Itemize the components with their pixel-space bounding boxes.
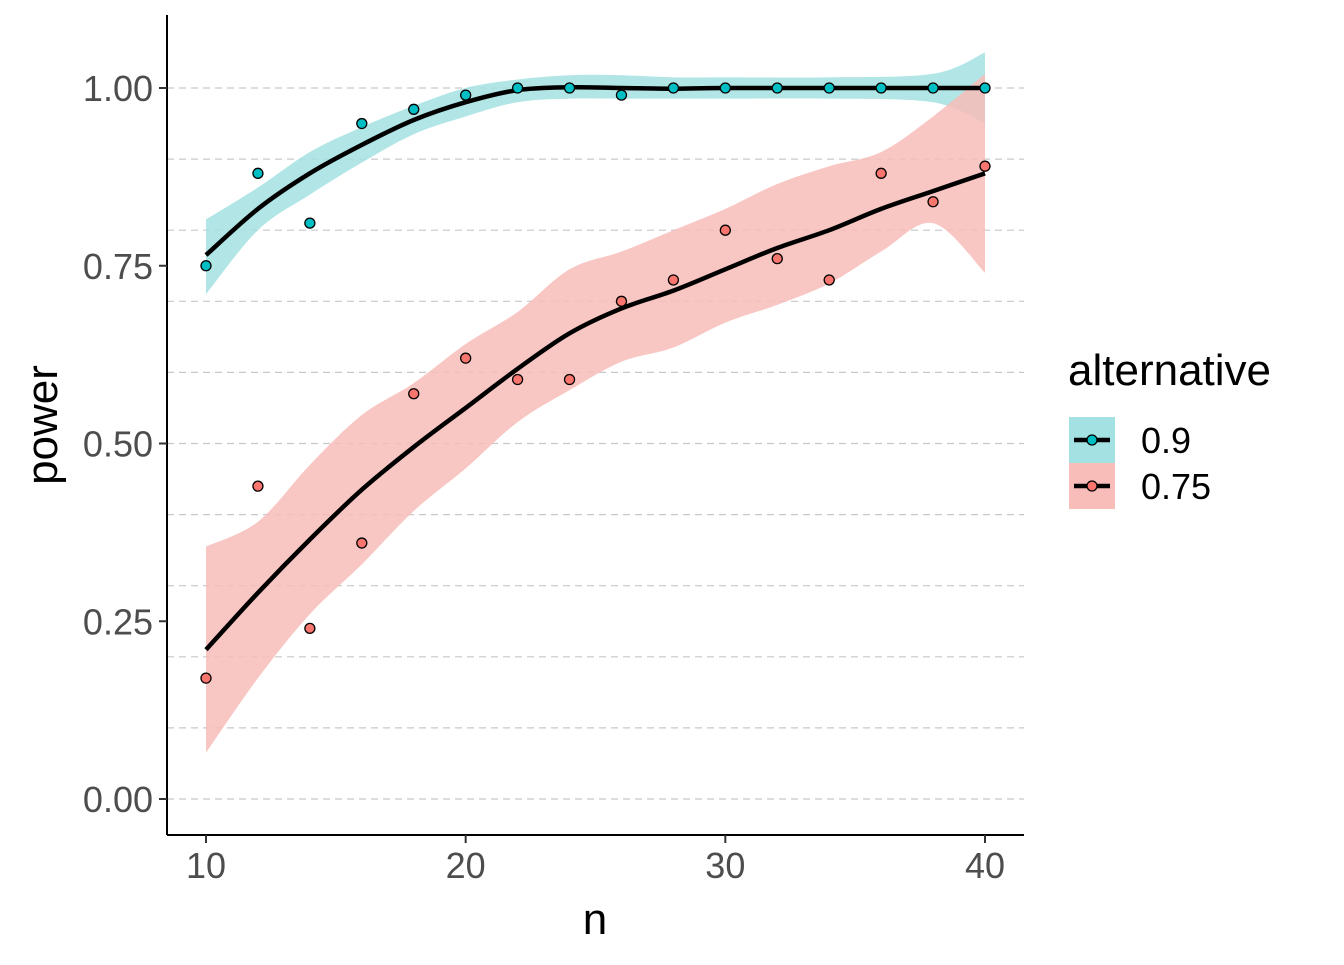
point-0.75 [460, 352, 472, 364]
point-0.9 [875, 82, 887, 94]
y-tick-label: 0.75 [83, 246, 153, 287]
point-0.9 [563, 82, 576, 94]
point-0.9 [200, 260, 212, 272]
point-0.75 [875, 167, 887, 179]
y-tick-label: 1.00 [83, 68, 153, 109]
point-0.75 [979, 160, 991, 172]
point-0.9 [771, 82, 783, 94]
legend-title: alternative [1068, 346, 1271, 395]
legend-key-0.9 [1069, 417, 1115, 463]
point-0.75 [304, 622, 316, 635]
y-tick-label: 0.50 [83, 424, 153, 465]
point-0.75 [771, 252, 783, 265]
axes [166, 15, 1024, 836]
confidence-ribbons [206, 52, 985, 753]
legend-label: 0.9 [1141, 420, 1191, 461]
point-0.9 [356, 117, 368, 130]
y-axis-label: power [18, 365, 67, 485]
point-0.9 [979, 82, 991, 94]
point-0.75 [511, 373, 524, 386]
point-0.75 [719, 224, 731, 236]
legend-label: 0.75 [1141, 466, 1211, 507]
legend-point [1086, 434, 1098, 446]
ticks: 0.00 0.25 0.50 0.75 1.00 10 20 30 40 [83, 68, 1005, 886]
point-0.75 [200, 672, 212, 684]
ribbon-0.9 [206, 52, 985, 295]
point-0.75 [252, 480, 264, 492]
point-0.75 [823, 274, 835, 286]
point-0.9 [719, 82, 731, 94]
point-0.9 [823, 82, 835, 94]
point-0.9 [667, 82, 680, 94]
x-tick-label: 20 [446, 845, 486, 886]
data-points [200, 82, 991, 684]
point-0.9 [511, 82, 524, 94]
legend: alternative 0.9 0.75 [1068, 346, 1271, 509]
point-0.75 [927, 196, 939, 208]
y-tick-label: 0.00 [83, 779, 153, 820]
point-0.75 [667, 274, 680, 286]
point-0.75 [408, 388, 420, 400]
legend-point [1086, 480, 1098, 492]
x-axis-label: n [583, 895, 607, 944]
x-tick-label: 10 [186, 845, 226, 886]
point-0.9 [304, 217, 316, 229]
point-0.9 [408, 103, 420, 115]
smooth-line-0.75 [204, 171, 986, 652]
point-0.9 [252, 167, 264, 179]
point-0.75 [615, 295, 628, 307]
x-tick-label: 40 [965, 845, 1005, 886]
point-0.75 [356, 537, 368, 549]
point-0.9 [615, 89, 628, 101]
point-0.9 [927, 82, 939, 94]
legend-key-0.75 [1069, 463, 1115, 509]
y-tick-label: 0.25 [83, 601, 153, 642]
point-0.9 [460, 89, 472, 101]
point-0.75 [563, 373, 576, 386]
x-tick-label: 30 [705, 845, 745, 886]
